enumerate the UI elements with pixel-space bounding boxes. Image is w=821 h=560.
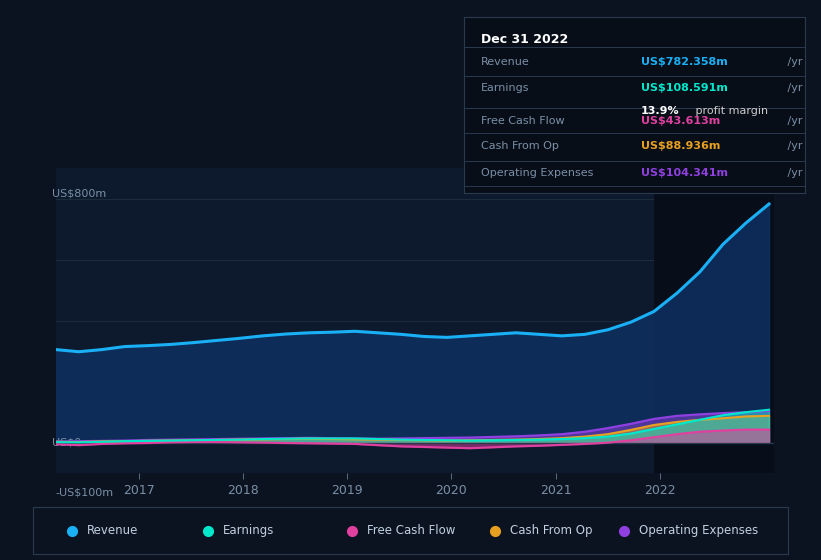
- Text: US$104.341m: US$104.341m: [641, 168, 728, 178]
- Text: US$108.591m: US$108.591m: [641, 83, 728, 94]
- Text: US$800m: US$800m: [53, 189, 107, 198]
- Text: Revenue: Revenue: [481, 57, 530, 67]
- Text: Cash From Op: Cash From Op: [510, 524, 593, 537]
- Text: /yr: /yr: [784, 116, 803, 126]
- Text: US$782.358m: US$782.358m: [641, 57, 727, 67]
- Bar: [654, 168, 774, 473]
- Text: US$43.613m: US$43.613m: [641, 116, 720, 126]
- Text: US$0: US$0: [53, 438, 81, 447]
- Text: Operating Expenses: Operating Expenses: [481, 168, 594, 178]
- Text: 13.9%: 13.9%: [641, 106, 680, 116]
- Text: /yr: /yr: [784, 168, 803, 178]
- Text: Revenue: Revenue: [87, 524, 139, 537]
- Text: Operating Expenses: Operating Expenses: [639, 524, 758, 537]
- Text: /yr: /yr: [784, 57, 803, 67]
- Text: Cash From Op: Cash From Op: [481, 142, 559, 151]
- Text: Free Cash Flow: Free Cash Flow: [367, 524, 455, 537]
- Text: Dec 31 2022: Dec 31 2022: [481, 32, 568, 46]
- Text: /yr: /yr: [784, 83, 803, 94]
- Text: Earnings: Earnings: [223, 524, 274, 537]
- Text: Free Cash Flow: Free Cash Flow: [481, 116, 565, 126]
- Text: /yr: /yr: [784, 142, 803, 151]
- Text: profit margin: profit margin: [692, 106, 768, 116]
- Text: Earnings: Earnings: [481, 83, 530, 94]
- Text: -US$100m: -US$100m: [56, 487, 114, 497]
- Text: US$88.936m: US$88.936m: [641, 142, 720, 151]
